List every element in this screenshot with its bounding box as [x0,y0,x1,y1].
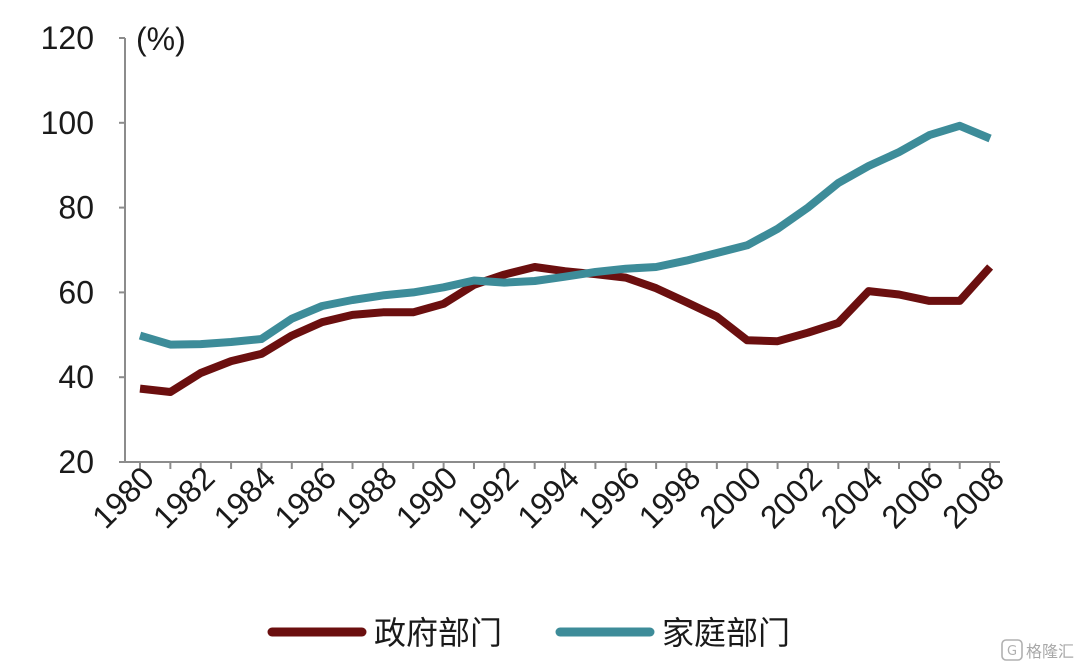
y-axis-unit-label: (%) [136,21,186,57]
x-tick-label: 1982 [146,459,222,535]
legend-label: 政府部门 [374,614,502,652]
x-tick-label: 1980 [85,459,161,535]
legend: 政府部门 家庭部门 [267,614,790,652]
x-tick-label: 2000 [692,459,768,535]
y-tick-label: 120 [41,20,94,56]
y-axis: 20 40 60 80 100 120 (%) [41,20,186,480]
x-tick-label: 1994 [510,459,586,535]
watermark-label: 格隆汇 [1026,642,1074,661]
y-tick-label: 40 [58,359,94,395]
svg-text:G: G [1007,644,1017,659]
x-tick-label: 1996 [571,459,647,535]
x-tick-label: 2004 [814,459,890,535]
legend-label: 家庭部门 [662,614,790,652]
y-tick-label: 80 [58,190,94,226]
x-tick-label: 1992 [449,459,525,535]
x-tick-label: 1990 [389,459,465,535]
brand-logo-icon: G [1001,639,1023,661]
x-tick-label: 1984 [207,459,283,535]
x-tick-label: 1998 [632,459,708,535]
y-tick-label: 20 [58,444,94,480]
x-tick-label: 2002 [753,459,829,535]
watermark: G 格隆汇 [1001,639,1074,661]
x-tick-label: 2008 [935,459,1011,535]
series-lines [138,121,994,396]
y-tick-label: 100 [41,105,94,141]
x-tick-label: 1988 [328,459,404,535]
x-tick-label: 2006 [875,459,951,535]
x-axis: 1980198219841986198819901992199419961998… [85,459,1011,535]
x-tick-label: 1986 [267,459,343,535]
y-tick-label: 60 [58,274,94,310]
series-line-government [139,263,994,396]
series-line-household [138,121,992,349]
